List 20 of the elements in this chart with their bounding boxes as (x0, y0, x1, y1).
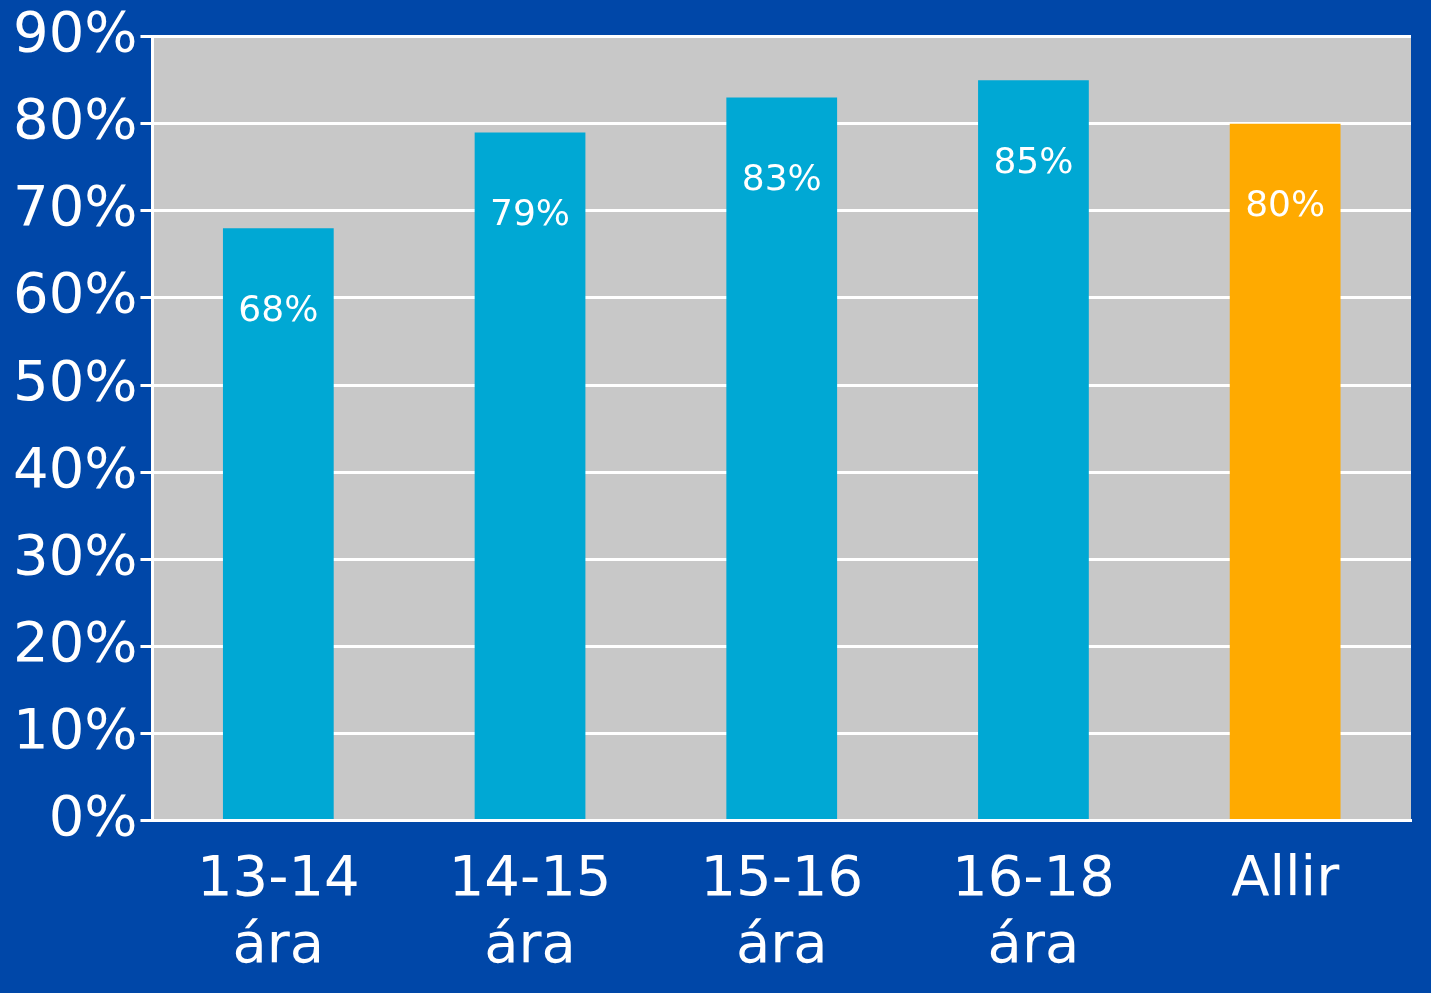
y-tick-label: 10% (13, 696, 138, 762)
data-label: 79% (490, 191, 571, 233)
y-tick-label: 40% (13, 434, 138, 500)
data-label: 68% (238, 287, 319, 329)
y-tick-label: 60% (13, 260, 138, 326)
data-label: 80% (1245, 183, 1326, 225)
y-tick-label: 30% (13, 521, 138, 587)
y-tick-label: 20% (13, 608, 138, 674)
y-tick-label: 0% (48, 783, 138, 849)
y-tick-label: 90% (13, 0, 138, 65)
x-tick-label: 14-15 ára (448, 842, 612, 975)
data-label: 85% (993, 139, 1074, 181)
data-label: 83% (741, 156, 822, 198)
x-tick-label: 15-16 ára (700, 842, 864, 975)
y-tick-label: 70% (13, 173, 138, 239)
y-tick-label: 50% (13, 347, 138, 413)
x-tick-label: 13-14 ára (196, 842, 360, 975)
x-tick-label: Allir (1231, 842, 1341, 908)
x-tick-label: 16-18 ára (952, 842, 1115, 975)
y-tick-label: 80% (13, 86, 138, 152)
